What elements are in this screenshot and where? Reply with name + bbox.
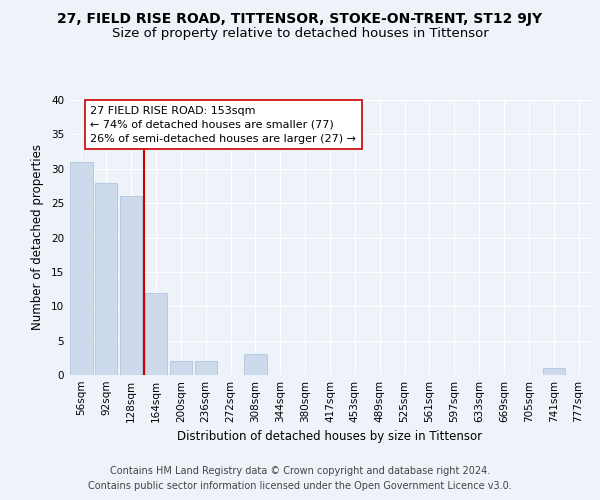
Y-axis label: Number of detached properties: Number of detached properties [31,144,44,330]
Bar [120,196,142,375]
Bar [145,292,167,375]
Text: Size of property relative to detached houses in Tittensor: Size of property relative to detached ho… [112,28,488,40]
Text: 27 FIELD RISE ROAD: 153sqm
← 74% of detached houses are smaller (77)
26% of semi: 27 FIELD RISE ROAD: 153sqm ← 74% of deta… [90,106,356,144]
Bar [194,361,217,375]
Bar [70,162,92,375]
Bar [170,361,192,375]
Bar [542,368,565,375]
X-axis label: Distribution of detached houses by size in Tittensor: Distribution of detached houses by size … [178,430,482,444]
Text: Contains HM Land Registry data © Crown copyright and database right 2024.: Contains HM Land Registry data © Crown c… [110,466,490,476]
Text: Contains public sector information licensed under the Open Government Licence v3: Contains public sector information licen… [88,481,512,491]
Bar [244,354,266,375]
Text: 27, FIELD RISE ROAD, TITTENSOR, STOKE-ON-TRENT, ST12 9JY: 27, FIELD RISE ROAD, TITTENSOR, STOKE-ON… [58,12,542,26]
Bar [95,182,118,375]
